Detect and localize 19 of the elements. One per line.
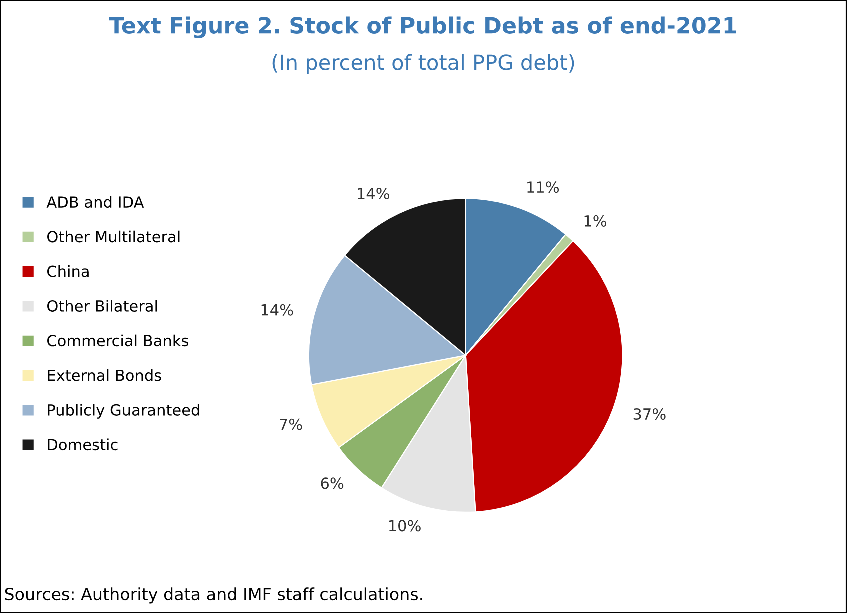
data-label: 37% (634, 408, 666, 420)
data-label: 14% (262, 304, 294, 316)
source-note: Sources: Authority data and IMF staff calculations. (5, 588, 422, 604)
data-label: 14% (358, 188, 390, 200)
data-label: 10% (389, 520, 421, 532)
legend-label: Other Multilateral (48, 230, 180, 243)
legend-label: External Bonds (48, 369, 162, 382)
data-label: 11% (528, 182, 560, 194)
chart-subtitle: (In percent of total PPG debt) (272, 54, 574, 74)
chart-title: Text Figure 2. Stock of Public Debt as of end-2021 (109, 16, 736, 38)
data-label: 7% (280, 418, 302, 430)
data-label: 1% (584, 215, 607, 227)
legend-label: China (48, 266, 89, 278)
legend-label: ADB and IDA (46, 196, 144, 208)
legend-label: Commercial Banks (48, 334, 188, 347)
data-label: 6% (321, 478, 344, 490)
legend-label: Other Bilateral (48, 300, 158, 312)
legend-label: Publicly Guaranteed (48, 404, 200, 419)
legend-label: Domestic (48, 438, 118, 451)
